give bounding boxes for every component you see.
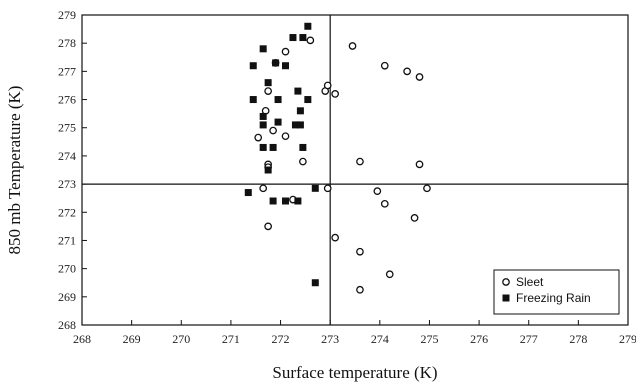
sleet-point [380, 61, 389, 70]
sleet-point [423, 184, 431, 193]
y-tick-label: 279 [58, 8, 76, 22]
legend-freezing-rain-label: Freezing Rain [516, 291, 591, 305]
freezing-rain-point [294, 87, 302, 95]
freezing-rain-point [244, 189, 252, 197]
freezing-rain-point [299, 34, 307, 42]
x-tick-label: 270 [172, 332, 190, 346]
freezing-rain-point [274, 118, 282, 126]
y-tick-label: 273 [58, 177, 76, 191]
sleet-point [259, 184, 268, 193]
freezing-rain-point [269, 197, 277, 205]
freezing-rain-point [274, 96, 282, 104]
x-tick-label: 268 [73, 332, 91, 346]
data-points [244, 22, 431, 294]
sleet-point [264, 87, 272, 95]
sleet-point [331, 90, 339, 98]
y-tick-label: 272 [58, 205, 76, 219]
freezing-rain-point [282, 62, 290, 70]
x-axis-label: Surface temperature (K) [272, 363, 437, 382]
x-tick-label: 274 [371, 332, 389, 346]
sleet-point [348, 42, 357, 50]
sleet-point [269, 126, 277, 135]
y-tick-label: 270 [58, 262, 76, 276]
y-axis: 268 269 270 271 272 273 274 275 276 277 278 279 [58, 8, 87, 332]
legend-sleet-marker-icon [502, 278, 510, 286]
freezing-rain-point [249, 96, 257, 104]
sleet-point [410, 214, 419, 222]
legend-freezing-rain-marker-icon [502, 294, 510, 302]
sleet-point [306, 36, 315, 45]
y-tick-label: 275 [58, 121, 76, 135]
sleet-point [299, 157, 307, 166]
y-axis-label: 850 mb Temperature (K) [5, 86, 24, 255]
freezing-rain-point [259, 143, 267, 151]
legend-sleet-label: Sleet [516, 275, 544, 289]
sleet-point [356, 157, 364, 166]
y-tick-label: 278 [58, 36, 76, 50]
freezing-rain-point [299, 143, 307, 151]
freezing-rain-point [294, 197, 302, 205]
x-tick-label: 272 [272, 332, 290, 346]
sleet-point [385, 270, 394, 279]
sleet-point [415, 73, 424, 81]
sleet-point [281, 132, 290, 141]
sleet-point [323, 184, 332, 193]
freezing-rain-point [259, 112, 267, 120]
freezing-rain-point [296, 121, 304, 129]
sleet-point [380, 199, 389, 208]
freezing-rain-point [289, 34, 297, 42]
freezing-rain-point [264, 166, 272, 174]
sleet-point [373, 187, 382, 195]
x-tick-label: 269 [123, 332, 141, 346]
x-tick-label: 276 [470, 332, 488, 346]
y-tick-label: 277 [58, 64, 76, 78]
freezing-rain-point [259, 45, 267, 53]
freezing-rain-point [269, 143, 277, 151]
sleet-point [331, 233, 339, 242]
sleet-point [356, 285, 364, 294]
freezing-rain-point [304, 22, 312, 30]
freezing-rain-point [311, 279, 319, 287]
freezing-rain-point [249, 62, 257, 70]
y-tick-label: 269 [58, 290, 76, 304]
x-tick-label: 273 [321, 332, 339, 346]
y-tick-label: 268 [58, 318, 76, 332]
y-tick-label: 271 [58, 233, 76, 247]
freezing-rain-point [291, 121, 299, 129]
sleet-point [281, 47, 290, 56]
sleet-point [254, 133, 263, 142]
freezing-rain-point [282, 197, 290, 205]
legend-box [493, 269, 620, 315]
freezing-rain-point [272, 59, 280, 67]
freezing-rain-point [264, 79, 272, 87]
sleet-point [356, 247, 364, 256]
freezing-rain-point [304, 96, 312, 104]
y-tick-label: 276 [58, 93, 76, 107]
reference-lines [82, 15, 628, 325]
x-tick-label: 275 [420, 332, 438, 346]
freezing-rain-point [296, 107, 304, 115]
freezing-rain-point [259, 121, 267, 129]
x-tick-label: 279 [619, 332, 636, 346]
sleet-point [323, 81, 332, 90]
x-tick-label: 278 [569, 332, 587, 346]
x-axis: 268 269 270 271 272 273 274 275 276 277 278 279 [73, 320, 636, 346]
y-tick-label: 274 [58, 149, 76, 163]
x-tick-label: 271 [222, 332, 240, 346]
sleet-point [264, 222, 272, 231]
x-tick-label: 277 [520, 332, 538, 346]
freezing-rain-point [311, 184, 319, 192]
legend: Sleet Freezing Rain [493, 269, 620, 315]
sleet-point [403, 67, 411, 76]
sleet-point [415, 160, 424, 169]
